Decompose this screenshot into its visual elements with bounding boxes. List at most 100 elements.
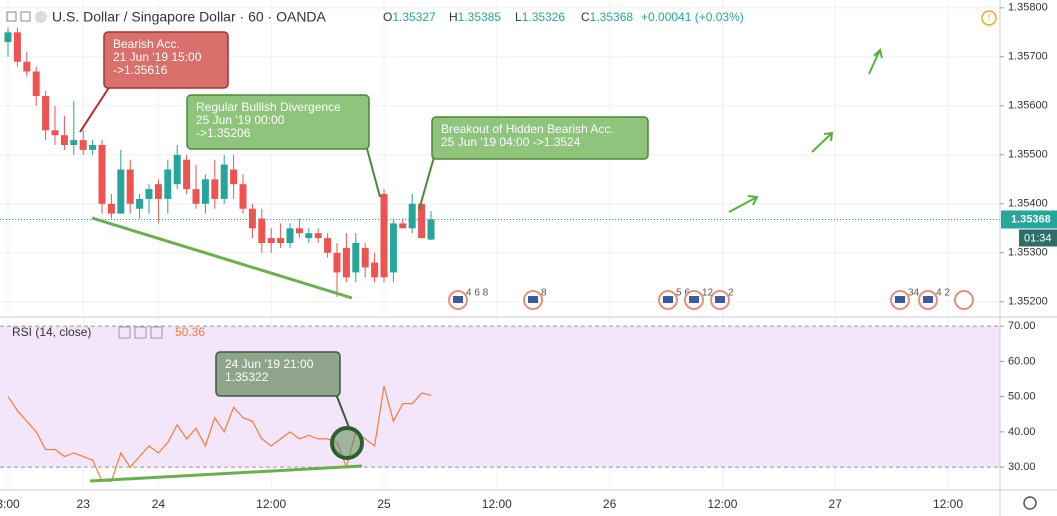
y-tick-label: 1.35700 xyxy=(1008,51,1048,63)
candle-body xyxy=(173,154,181,185)
y-tick-label: 1.35500 xyxy=(1008,149,1048,161)
callout-text: ->1.35206 xyxy=(196,126,251,140)
y-tick-label: 30.00 xyxy=(1008,461,1036,473)
icon[interactable] xyxy=(35,11,47,23)
callout-pointer xyxy=(365,144,381,198)
candle-body xyxy=(427,219,435,240)
candle-body xyxy=(145,189,153,199)
candle-body xyxy=(399,223,407,229)
callout-pointer xyxy=(418,149,437,211)
alert-icon[interactable] xyxy=(981,10,997,26)
ohlc-readout: L1.35326 xyxy=(515,10,565,24)
event-label: 2 xyxy=(728,288,734,299)
icon[interactable] xyxy=(150,326,163,339)
x-tick-label: 12:00 xyxy=(482,497,512,511)
event-flag xyxy=(663,296,673,303)
candle-body xyxy=(220,164,228,199)
overlay: 4 6 8 8 5 6 12 2 34 4 2 Bearish Acc.21 Jun '19 … xyxy=(79,31,974,460)
icon[interactable] xyxy=(134,326,147,339)
y-tick-label: 1.35300 xyxy=(1008,247,1048,259)
readout-value: 1.35385 xyxy=(458,10,502,24)
candle-body xyxy=(4,32,12,43)
readout-value: 1.35326 xyxy=(522,10,566,24)
event-flag xyxy=(715,296,725,303)
x-tick-label: 12:00 xyxy=(707,497,737,511)
rsi-last-value: 50.36 xyxy=(175,325,205,339)
candle-body xyxy=(248,208,256,229)
candle-body xyxy=(389,223,397,273)
callout: 24 Jun '19 21:001.35322 xyxy=(215,351,351,431)
last-price-label: 1.35368 xyxy=(1011,213,1051,225)
y-tick-label: 1.35600 xyxy=(1008,100,1048,112)
event-label: 8 xyxy=(541,288,547,299)
candle-body xyxy=(230,169,238,185)
arrow xyxy=(728,195,759,213)
event-label: 5 6 xyxy=(676,288,690,299)
ohlc-readout: C1.35368 xyxy=(581,10,633,24)
settings-icon[interactable] xyxy=(1023,496,1037,510)
readout-value: 1.35327 xyxy=(392,10,436,24)
candle-body xyxy=(380,194,388,278)
candle-body xyxy=(32,71,40,97)
callout-text: 25 Jun '19 04:00 ->1.3524 xyxy=(441,135,581,149)
candle-body xyxy=(60,135,68,146)
event-flag xyxy=(689,296,699,303)
callout-pointer xyxy=(335,393,351,431)
icon[interactable] xyxy=(6,11,17,22)
x-tick-label: 23 xyxy=(77,497,91,511)
callout-pointer xyxy=(79,85,111,133)
chart-title: U.S. Dollar / Singapore Dollar · 60 · OA… xyxy=(52,9,327,25)
event-flag xyxy=(895,296,905,303)
candle-body xyxy=(342,247,350,278)
event-flag xyxy=(528,296,538,303)
x-tick-label: 26 xyxy=(603,497,617,511)
event-label: 4 2 xyxy=(936,288,950,299)
event-label: 34 xyxy=(908,288,920,299)
callout: Bearish Acc.21 Jun '19 15:00->1.35616 xyxy=(79,31,229,133)
icon[interactable] xyxy=(118,326,131,339)
candle-body xyxy=(408,203,416,229)
candle-body xyxy=(136,198,144,209)
candle-body xyxy=(295,228,303,234)
x-tick-label: 12:00 xyxy=(256,497,286,511)
x-tick-label: 3:00 xyxy=(0,497,20,511)
event-flag xyxy=(453,296,463,303)
event-flag xyxy=(923,296,933,303)
event-icon[interactable] xyxy=(954,290,974,310)
candle-body xyxy=(371,262,379,278)
candle-body xyxy=(277,238,285,244)
candle-body xyxy=(89,145,97,150)
candle-body xyxy=(239,184,247,209)
arrows xyxy=(728,48,883,213)
callout-box xyxy=(103,31,229,89)
candle-body xyxy=(79,140,87,150)
readout-key: H xyxy=(449,10,458,24)
candle-body xyxy=(51,130,59,136)
callout-text: Bearish Acc. xyxy=(113,37,180,51)
candle-body xyxy=(70,140,78,146)
rsi-title: RSI (14, close) xyxy=(12,325,91,339)
candle-body xyxy=(126,169,134,204)
readout-key: L xyxy=(515,10,522,24)
candle-body xyxy=(314,233,322,239)
candle-body xyxy=(267,238,275,244)
candle-body xyxy=(333,252,341,273)
callout-text: Breakout of Hidden Bearish Acc. xyxy=(441,122,614,136)
rsi-icons xyxy=(118,326,163,339)
candle-body xyxy=(117,169,125,214)
icon[interactable] xyxy=(20,11,31,22)
candle-body xyxy=(286,228,294,244)
candle-body xyxy=(42,96,50,131)
change: +0.00041 (+0.03%) xyxy=(641,10,744,24)
candle-body xyxy=(324,238,332,253)
candle-body xyxy=(154,184,162,199)
readout-key: C xyxy=(581,10,590,24)
candle-body xyxy=(164,169,172,199)
arrow xyxy=(868,48,883,75)
callout-text: 1.35322 xyxy=(225,370,269,384)
y-tick-label: 1.35400 xyxy=(1008,198,1048,210)
countdown: 01:34 xyxy=(1024,232,1052,244)
ohlc-readout: H1.35385 xyxy=(449,10,501,24)
